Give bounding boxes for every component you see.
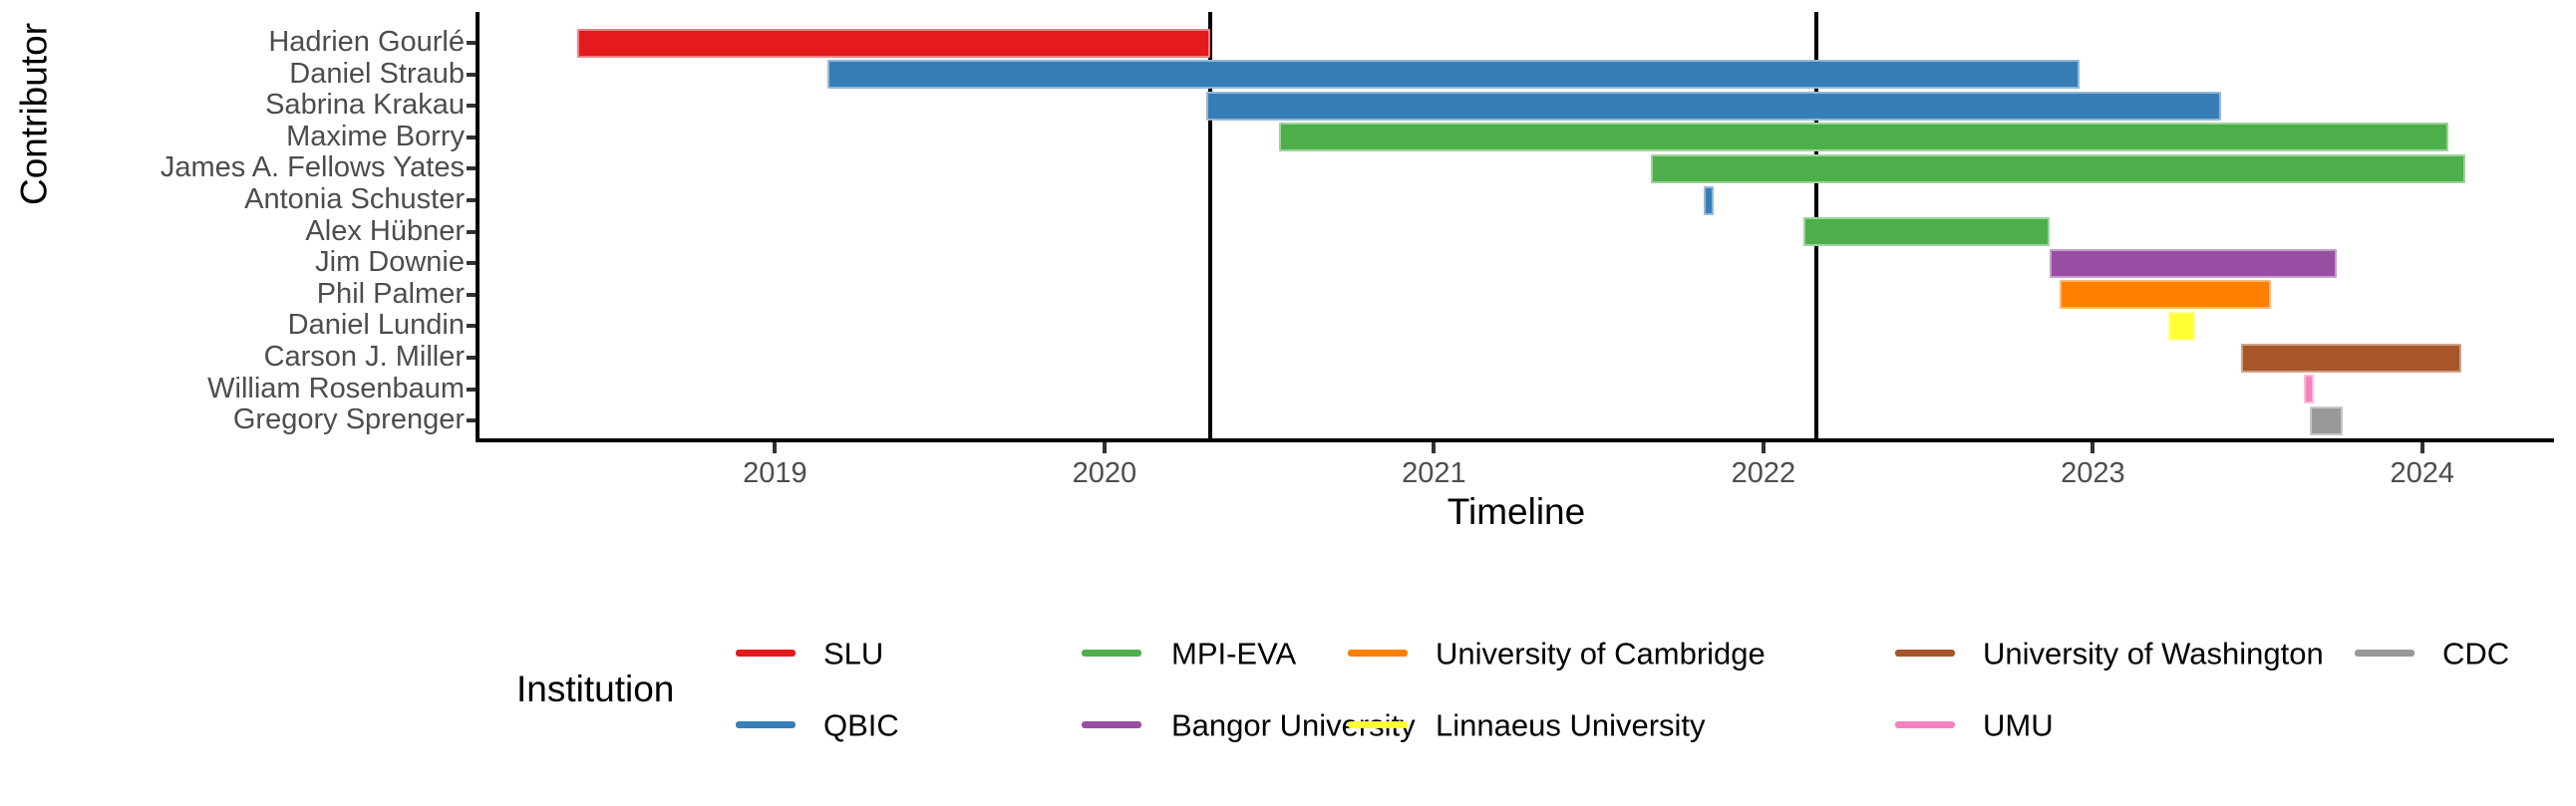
y-axis-line	[476, 12, 480, 442]
x-tick-label-year: 2022	[1731, 457, 1796, 489]
y-tick-label-contributor: Daniel Straub	[289, 57, 465, 90]
legend-key-line	[736, 650, 796, 657]
legend-key-line	[2355, 650, 2415, 657]
timeline-marker-vline	[1207, 12, 1212, 442]
y-tick-label-contributor: William Rosenbaum	[207, 372, 465, 404]
gantt-bar	[2310, 405, 2344, 435]
legend-key-line	[1082, 721, 1141, 728]
x-axis-title: Timeline	[1447, 491, 1586, 532]
legend-item-label: University of Cambridge	[1436, 636, 1766, 672]
x-tick-mark	[1761, 442, 1766, 453]
gantt-bar	[1279, 123, 2449, 152]
x-tick-mark	[1432, 442, 1437, 453]
y-tick-label-contributor: Maxime Borry	[286, 120, 465, 152]
legend-item-label: University of Washington	[1983, 636, 2324, 672]
gantt-bar	[827, 60, 2081, 90]
legend-key-line	[736, 721, 796, 728]
x-axis-line	[476, 438, 2554, 442]
y-tick-label-contributor: Sabrina Krakau	[265, 89, 465, 122]
y-tick-label-contributor: Carson J. Miller	[263, 341, 465, 373]
gantt-bar	[1704, 185, 1715, 215]
x-tick-mark	[2091, 442, 2095, 453]
y-axis-title: Contributor	[13, 22, 55, 206]
y-tick-label-contributor: James A. Fellows Yates	[160, 151, 465, 184]
x-tick-mark	[773, 442, 778, 453]
gantt-bar	[2168, 311, 2195, 341]
legend-item-label: SLU	[823, 636, 884, 672]
legend-key-line	[1348, 650, 1408, 657]
legend-item-label: Linnaeus University	[1436, 707, 1706, 743]
x-tick-label-year: 2024	[2390, 457, 2455, 489]
y-tick-label-contributor: Daniel Lundin	[287, 309, 465, 342]
x-tick-mark	[2419, 442, 2424, 453]
y-tick-mark	[467, 72, 477, 77]
y-tick-mark	[467, 324, 477, 329]
gantt-bar	[2241, 343, 2462, 373]
legend-title: Institution	[516, 669, 675, 709]
gantt-bar	[2303, 375, 2314, 404]
x-tick-label-year: 2019	[743, 457, 807, 489]
x-tick-label-year: 2023	[2061, 457, 2125, 489]
y-tick-mark	[467, 104, 477, 109]
legend-key-line	[1348, 721, 1408, 728]
y-tick-label-contributor: Alex Hübner	[305, 214, 465, 247]
legend-item-label: MPI-EVA	[1171, 636, 1297, 672]
y-tick-mark	[467, 261, 477, 266]
y-tick-mark	[467, 134, 477, 139]
y-tick-label-contributor: Hadrien Gourlé	[268, 26, 465, 58]
gantt-bar	[2050, 248, 2337, 278]
y-tick-mark	[467, 387, 477, 392]
y-tick-mark	[467, 418, 477, 423]
gantt-bar	[2060, 280, 2271, 310]
y-tick-mark	[467, 292, 477, 297]
y-tick-label-contributor: Gregory Sprenger	[232, 403, 465, 436]
y-tick-mark	[467, 166, 477, 171]
legend-key-line	[1895, 721, 1955, 728]
x-tick-label-year: 2021	[1402, 457, 1466, 489]
y-tick-mark	[467, 356, 477, 360]
gantt-bar	[1206, 91, 2222, 121]
y-tick-mark	[467, 198, 477, 202]
y-tick-label-contributor: Antonia Schuster	[244, 183, 465, 215]
y-tick-label-contributor: Jim Downie	[315, 246, 465, 279]
y-tick-mark	[467, 229, 477, 234]
x-tick-label-year: 2020	[1072, 457, 1137, 489]
y-tick-label-contributor: Phil Palmer	[316, 277, 465, 310]
legend-item-label: QBIC	[823, 707, 899, 743]
legend-key-line	[1082, 650, 1141, 657]
gantt-bar	[1802, 217, 2051, 247]
legend-item-label: UMU	[1983, 707, 2054, 743]
x-tick-mark	[1102, 442, 1107, 453]
legend-item-label: CDC	[2442, 636, 2510, 672]
gantt-bar	[577, 28, 1210, 58]
y-tick-mark	[467, 41, 477, 45]
legend-key-line	[1895, 650, 1955, 657]
gantt-bar	[1651, 153, 2465, 183]
